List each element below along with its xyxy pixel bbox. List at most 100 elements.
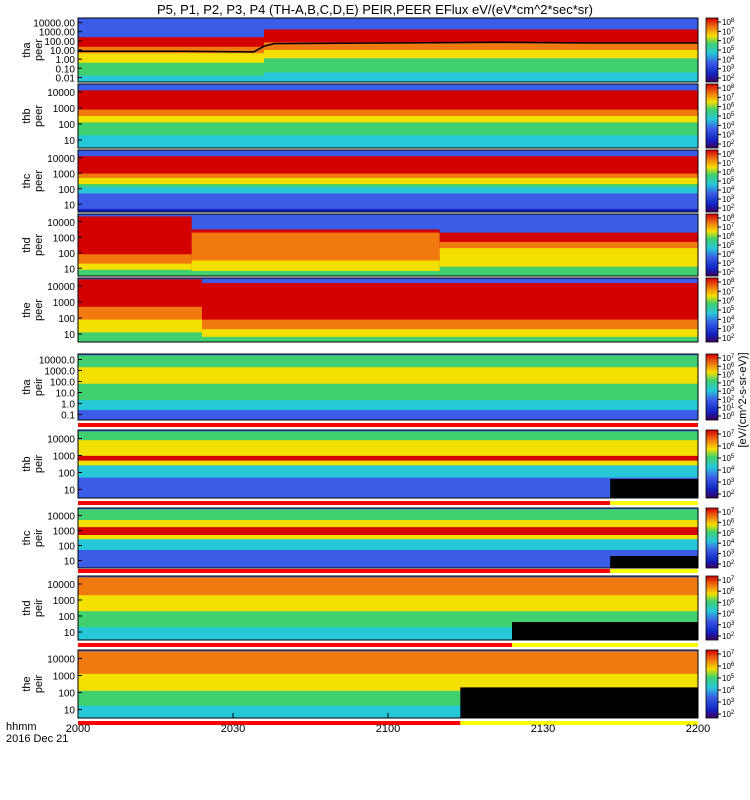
colorbar-tick-label: 106: [722, 587, 735, 596]
ylabel-line2: peer: [33, 170, 45, 192]
no-data-floor: [512, 622, 698, 640]
ylabel-line2: peer: [33, 234, 45, 256]
ylabel-line2: peir: [33, 598, 45, 617]
ylabel-line2: peer: [33, 39, 45, 61]
spectrogram-band: [78, 193, 698, 212]
spectrogram-band: [78, 332, 202, 342]
colorbar-tick-label: 107: [722, 430, 735, 439]
colorbar-thb-peir: [705, 429, 719, 499]
colorbar-tick-label: 105: [722, 674, 735, 683]
y-tick-label: 100: [58, 612, 75, 623]
colorbar-tick-label: 108: [722, 150, 735, 159]
ylabel-line1: thd: [21, 237, 33, 252]
y-tick-label: 1.0: [61, 400, 75, 411]
colorbar-tick-label: 104: [722, 610, 735, 619]
y-tick-label: 100.0: [50, 378, 75, 389]
colorbar-tick-label: 106: [722, 442, 735, 451]
colorbar-tick-label: 105: [722, 241, 735, 250]
y-tick-label: 10: [64, 486, 76, 497]
colorbar-tick-label: 104: [722, 55, 735, 64]
panel-tha-peir-frame: [77, 353, 699, 421]
colorbar-the-peer: [705, 277, 719, 343]
colorbar-tick-label: 106: [722, 362, 735, 371]
spectrogram-band: [78, 208, 698, 212]
x-axis-label-date: 2016 Dec 21: [6, 733, 68, 745]
colorbar-tick-label: 106: [722, 168, 735, 177]
colorbar-tick-label: 103: [722, 259, 735, 268]
colorbar-thd-peer: [705, 213, 719, 277]
panel-thd-peer-frame: [77, 213, 699, 277]
colorbar-tick-label: 107: [722, 223, 735, 232]
colorbar-tick-label: 103: [722, 621, 735, 630]
y-tick-label: 1000.00: [39, 28, 76, 39]
y-tick-label: 10000: [47, 435, 75, 446]
y-tick-label: 100: [58, 120, 75, 131]
spectrogram-band: [78, 410, 698, 420]
ylabel-line2: peer: [33, 299, 45, 321]
y-tick-label: 100: [58, 314, 75, 325]
colorbar-tick-label: 103: [722, 550, 735, 559]
ylabel-line1: thb: [21, 108, 33, 123]
y-tick-label: 1000: [53, 672, 76, 683]
y-tick-label: 1000: [53, 527, 76, 538]
colorbar-tick-label: 102: [722, 204, 735, 213]
ylabel-line2: peir: [33, 528, 45, 547]
colorbar-tick-label: 105: [722, 46, 735, 55]
colorbar-tick-label: 107: [722, 159, 735, 168]
y-tick-label: 100: [58, 469, 75, 480]
x-tick-label: 2100: [376, 723, 400, 735]
spectrogram-band: [78, 269, 192, 276]
colorbar-tick-label: 104: [722, 186, 735, 195]
spectrogram-band: [264, 72, 698, 82]
y-tick-label: 1000: [53, 233, 76, 244]
colorbar-tick-label: 104: [722, 379, 735, 388]
colorbar-unit-label: [eV/(cm^2-s-sr-eV)]: [737, 353, 749, 448]
colorbar-tick-label: 103: [722, 387, 735, 396]
y-tick-label: 10: [64, 628, 76, 639]
colorbar-tick-label: 107: [722, 93, 735, 102]
ylabel-line2: peer: [33, 105, 45, 127]
colorbar-thd-peir: [705, 575, 719, 641]
panel-the-peir-ylabel: the peir: [21, 674, 45, 693]
panel-thd-peir-frame: [77, 575, 699, 641]
colorbar-tick-label: 106: [722, 232, 735, 241]
y-tick-label: 1000: [53, 104, 76, 115]
panel-thc-peir-frame: [77, 507, 699, 569]
colorbar-tick-label: 107: [722, 576, 735, 585]
colorbar-tick-label: 105: [722, 112, 735, 121]
colorbar-tick-label: 106: [722, 103, 735, 112]
colorbar-tick-label: 103: [722, 131, 735, 140]
spectrogram-band: [78, 75, 264, 82]
spectrogram-band: [78, 135, 698, 148]
colorbar-thc-peer: [705, 149, 719, 213]
quality-flag-red: [78, 643, 512, 647]
colorbar-tick-label: 100: [722, 412, 735, 421]
y-tick-label: 10.0: [56, 389, 76, 400]
y-tick-label: 100: [58, 689, 75, 700]
ylabel-line1: thb: [21, 456, 33, 471]
y-tick-label: 10: [64, 136, 76, 147]
quality-flag-yellow: [512, 643, 698, 647]
y-tick-label: 10000: [47, 580, 75, 591]
y-tick-label: 1000: [53, 452, 76, 463]
colorbar-tick-label: 104: [722, 539, 735, 548]
colorbar-tick-label: 102: [722, 395, 735, 404]
ylabel-line1: the: [21, 676, 33, 691]
y-tick-label: 100: [58, 542, 75, 553]
y-tick-label: 1000: [53, 596, 76, 607]
y-tick-label: 10.00: [50, 46, 75, 57]
no-data-floor: [460, 687, 698, 718]
quality-flag-yellow: [610, 501, 698, 505]
colorbar-tick-label: 106: [722, 662, 735, 671]
colorbar-tick-label: 102: [722, 268, 735, 277]
colorbar-tick-label: 107: [722, 287, 735, 296]
colorbar-tick-label: 108: [722, 18, 735, 27]
colorbar-tick-label: 104: [722, 315, 735, 324]
spectrogram-band: [78, 550, 698, 568]
y-tick-label: 10000: [47, 88, 75, 99]
colorbar-tick-label: 105: [722, 454, 735, 463]
panel-tha-peir-ylabel: tha peir: [21, 377, 45, 396]
x-tick-label: 2030: [221, 723, 245, 735]
y-tick-label: 10000.00: [33, 19, 75, 30]
colorbar-tick-label: 102: [722, 140, 735, 149]
